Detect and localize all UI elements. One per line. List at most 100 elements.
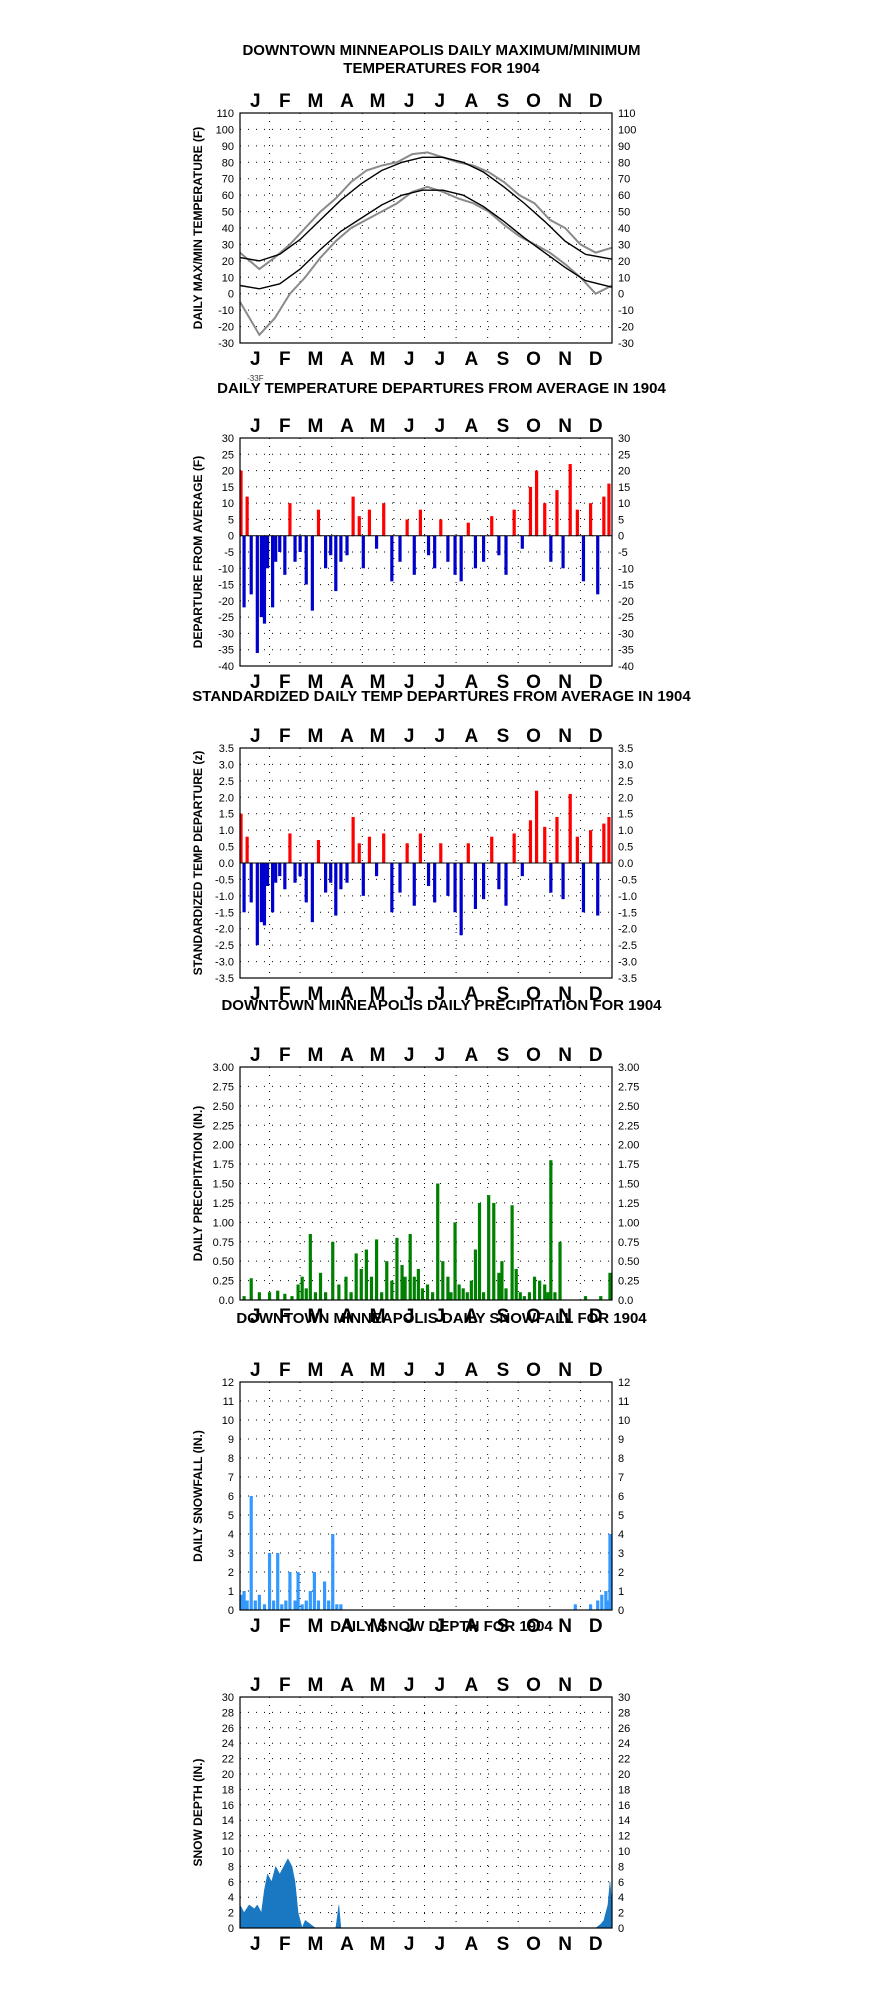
y-tick-label-left: -35 (218, 645, 234, 657)
bar-mark (354, 1253, 358, 1300)
month-label-bottom: J (434, 984, 445, 1005)
bar-mark (245, 836, 249, 863)
bar-mark (555, 817, 559, 863)
bar-mark (324, 863, 328, 893)
month-label-bottom: M (370, 1616, 386, 1637)
month-label-bottom: O (526, 984, 541, 1005)
bar-mark (334, 863, 338, 916)
bar-mark (477, 1202, 482, 1300)
month-label-bottom: S (497, 349, 510, 370)
bar-mark (431, 1292, 435, 1300)
bar-mark (607, 483, 611, 536)
month-label-bottom: M (308, 984, 324, 1005)
month-label-bottom: A (464, 349, 478, 370)
month-label-top: M (370, 1675, 386, 1696)
month-label-bottom: M (308, 1306, 324, 1327)
bar-mark (262, 863, 267, 926)
plot-frame (239, 747, 613, 979)
bar-mark (267, 1292, 272, 1300)
y-tick-label-right: 20 (618, 466, 630, 478)
month-label-top: N (558, 1675, 572, 1696)
y-tick-label-left: 18 (222, 1784, 234, 1796)
bar-mark (555, 490, 559, 536)
y-tick-label-left: 0 (228, 531, 234, 543)
y-tick-label-right: -0.5 (618, 874, 637, 886)
plot-frame (239, 1066, 613, 1301)
y-tick-label-left: -10 (218, 305, 234, 317)
bar-mark (490, 836, 494, 863)
y-tick-label-right: 22 (618, 1754, 630, 1766)
bar-mark (324, 1292, 328, 1300)
month-label-bottom: F (279, 1934, 291, 1955)
month-label-bottom: J (404, 984, 415, 1005)
month-label-top: D (589, 1045, 603, 1066)
bar-mark (390, 863, 394, 913)
y-tick-label-right: 3.00 (618, 1062, 639, 1074)
bar-mark (553, 1292, 557, 1300)
y-tick-label-right: 26 (618, 1723, 630, 1735)
y-tick-label-right: -30 (618, 338, 634, 350)
bar-mark (453, 535, 457, 575)
bar-mark (255, 535, 259, 653)
bar-mark (345, 535, 349, 556)
bar-mark (439, 843, 443, 863)
bar-mark (446, 1276, 450, 1300)
y-tick-label-right: 2 (618, 1567, 624, 1579)
bar-mark (249, 1496, 253, 1610)
bar-mark (284, 1600, 288, 1610)
month-label-bottom: S (497, 1934, 510, 1955)
bar-mark (255, 863, 259, 946)
y-tick-label-right: 3 (618, 1548, 624, 1560)
month-label-bottom: D (589, 349, 603, 370)
month-label-bottom: N (558, 1934, 572, 1955)
bar-mark (249, 1278, 253, 1300)
y-tick-label-right: 1.25 (618, 1198, 639, 1210)
bar-mark (310, 863, 314, 923)
bar-mark (543, 1284, 547, 1300)
y-tick-label-left: 1.50 (213, 1179, 234, 1191)
month-label-top: M (308, 1360, 324, 1381)
y-tick-label-left: 3.0 (219, 759, 234, 771)
bar-mark (425, 1284, 430, 1300)
month-label-bottom: D (589, 672, 603, 693)
bar-mark (312, 1572, 316, 1610)
chart-title-temps-line1: DOWNTOWN MINNEAPOLIS DAILY MAXIMUM/MINIM… (242, 42, 641, 59)
bar-mark (271, 863, 275, 913)
bar-mark (344, 1276, 348, 1300)
chart-title-snowfall: DOWNTOWN MINNEAPOLIS DAILY SNOWFALL FOR … (236, 1310, 647, 1327)
y-tick-label-left: 1.25 (213, 1198, 234, 1210)
bar-mark (581, 535, 586, 582)
month-label-top: M (370, 1045, 386, 1066)
y-tick-label-right: 5 (618, 514, 624, 526)
y-tick-label-left: -0.5 (215, 874, 234, 886)
y-tick-label-left: 20 (222, 466, 234, 478)
y-tick-label-right: 2.25 (618, 1120, 639, 1132)
bar-mark (575, 509, 579, 536)
y-tick-label-left: 0.0 (219, 1295, 234, 1307)
bar-mark (481, 535, 486, 562)
month-label-bottom: M (370, 984, 386, 1005)
bar-mark (310, 535, 314, 611)
month-label-top: J (434, 1675, 445, 1696)
series-line-normal-min (239, 189, 613, 290)
bar-mark (588, 503, 593, 536)
y-tick-label-right: 2.5 (618, 776, 633, 788)
bar-mark (420, 1288, 425, 1300)
y-tick-label-left: 14 (222, 1815, 234, 1827)
bar-mark (262, 535, 267, 624)
y-tick-label-left: 110 (216, 108, 234, 120)
plot-frame (239, 1381, 613, 1611)
bar-mark (267, 1553, 272, 1610)
y-tick-label-left: 10 (222, 272, 234, 284)
y-tick-label-left: -30 (218, 338, 234, 350)
y-axis-label: DEPARTURE FROM AVERAGE (F) (191, 456, 205, 648)
y-tick-label-right: -2.5 (618, 940, 637, 952)
y-tick-label-right: -3.0 (618, 957, 637, 969)
bar-mark (487, 1195, 491, 1300)
bar-mark (549, 535, 553, 562)
y-tick-label-left: -25 (218, 612, 234, 624)
bar-mark (608, 1534, 612, 1610)
bar-mark (568, 794, 572, 863)
y-tick-label-left: 60 (222, 190, 234, 202)
month-label-top: M (308, 416, 324, 437)
